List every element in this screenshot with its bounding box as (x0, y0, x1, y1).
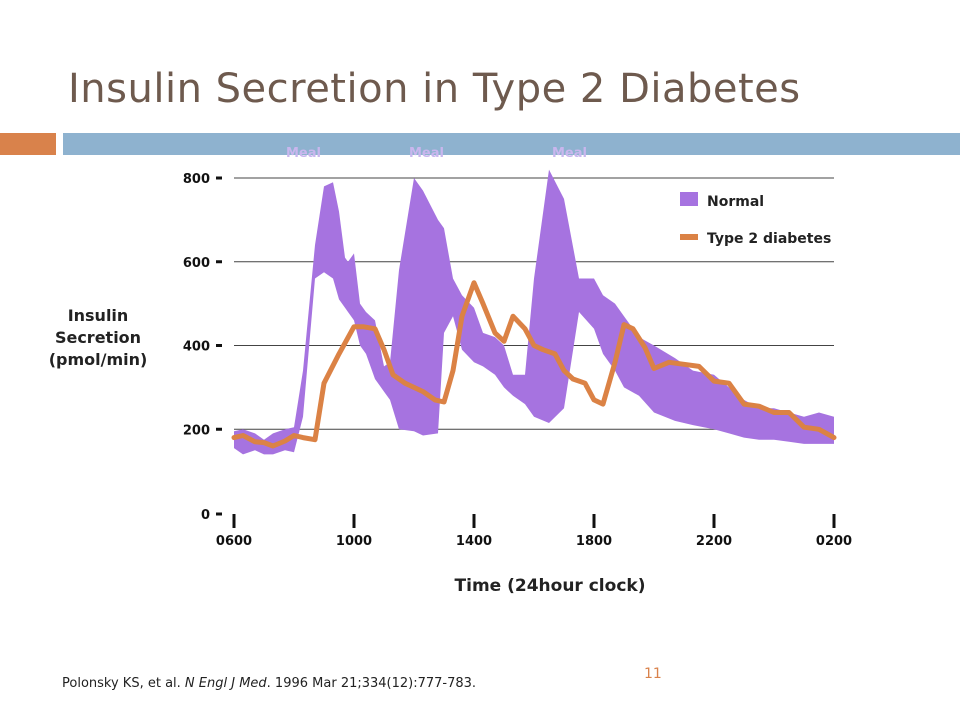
accent-bar (0, 133, 56, 155)
legend-swatch-type2 (680, 234, 698, 240)
y-axis-label: Insulin Secretion (pmol/min) (48, 306, 148, 369)
citation-authors: Polonsky KS, et al. (62, 676, 181, 691)
meal-label-breakfast: Meal (286, 146, 321, 161)
y-tick-label-400: 400 (183, 340, 210, 355)
y-tick-label-600: 600 (183, 256, 210, 271)
legend-swatch-normal (680, 192, 698, 206)
x-tick-label-1000: 1000 (336, 534, 372, 549)
x-tick-label-1400: 1400 (456, 534, 492, 549)
meal-label-dinner: Meal (552, 146, 587, 161)
x-tick-label-1800: 1800 (576, 534, 612, 549)
citation: Polonsky KS, et al. N Engl J Med. 1996 M… (62, 676, 476, 691)
y-tick-label-800: 800 (183, 172, 210, 187)
x-axis-label: Time (24hour clock) (454, 576, 646, 596)
title-underline-bar (63, 133, 960, 155)
legend-label-normal: Normal (707, 194, 764, 210)
y-tick-label-200: 200 (183, 423, 210, 438)
page-number: 11 (644, 666, 662, 682)
normal-range-band (234, 169, 834, 455)
slide-title: Insulin Secretion in Type 2 Diabetes (68, 66, 801, 112)
meal-label-lunch: Meal (409, 146, 444, 161)
x-tick-label-0200: 0200 (816, 534, 852, 549)
legend-label-type2: Type 2 diabetes (707, 231, 831, 247)
citation-journal: N Engl J Med (184, 676, 267, 691)
citation-details: . 1996 Mar 21;334(12):777-783. (266, 676, 477, 691)
x-tick-label-0600: 0600 (216, 534, 252, 549)
type2-diabetes-line (231, 280, 837, 449)
x-tick-label-2200: 2200 (696, 534, 732, 549)
y-tick-label-0: 0 (201, 508, 210, 523)
